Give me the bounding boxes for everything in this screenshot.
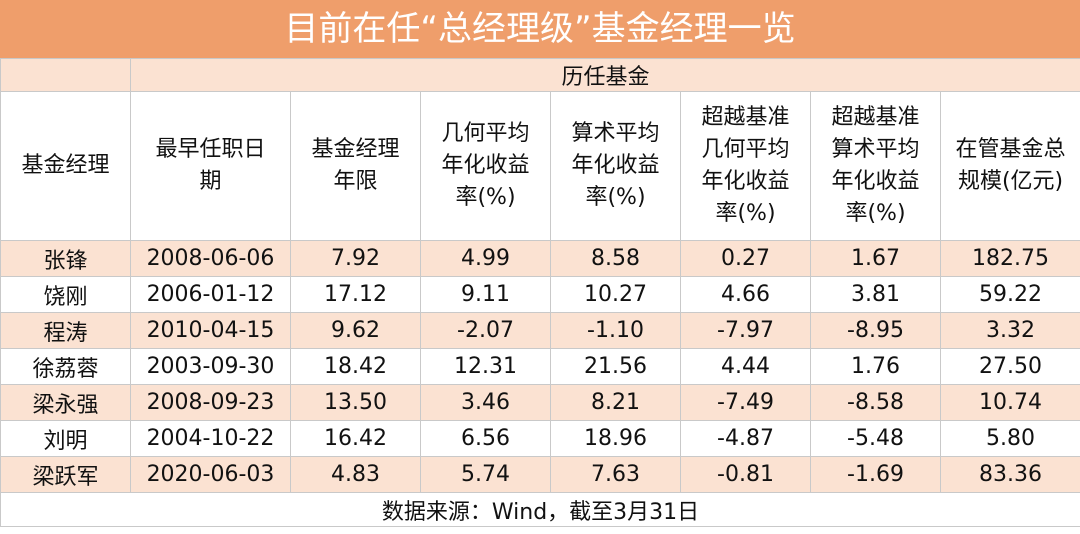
cell: -0.81 bbox=[680, 456, 811, 493]
cell bbox=[0, 58, 131, 92]
cell: 18.96 bbox=[550, 420, 681, 457]
group-row: 历任基金 bbox=[0, 58, 1080, 92]
cell: 83.36 bbox=[939, 456, 1080, 493]
cell: 梁跃军 bbox=[0, 456, 131, 493]
cell: 7.92 bbox=[290, 240, 421, 277]
data-row: 饶刚 2006-01-12 17.12 9.11 10.27 4.66 3.81 59.22 bbox=[0, 276, 1080, 313]
cell: -1.69 bbox=[810, 456, 941, 493]
cell: 18.42 bbox=[290, 348, 421, 385]
cell: 2008-09-23 bbox=[130, 384, 291, 421]
cell: -2.07 bbox=[420, 312, 551, 349]
cell: 刘明 bbox=[0, 420, 131, 457]
cell: 5.74 bbox=[420, 456, 551, 493]
footer-row: 数据来源：Wind，截至3月31日 bbox=[0, 492, 1080, 527]
cell: 6.56 bbox=[420, 420, 551, 457]
cell: -8.58 bbox=[810, 384, 941, 421]
cell: -7.97 bbox=[680, 312, 811, 349]
cell: 9.62 bbox=[290, 312, 421, 349]
cell: 12.31 bbox=[420, 348, 551, 385]
cell: 9.11 bbox=[420, 276, 551, 313]
column-header: 超越基准几何平均年化收益率(%) bbox=[680, 91, 811, 241]
cell: 10.27 bbox=[550, 276, 681, 313]
cell: 10.74 bbox=[939, 384, 1080, 421]
cell: 程涛 bbox=[0, 312, 131, 349]
cell: 4.66 bbox=[680, 276, 811, 313]
footer: 数据来源：Wind，截至3月31日 bbox=[0, 492, 1080, 527]
data-row: 梁永强 2008-09-23 13.50 3.46 8.21 -7.49 -8.58 10.7… bbox=[0, 384, 1080, 421]
cell: 张锋 bbox=[0, 240, 131, 277]
cell: 饶刚 bbox=[0, 276, 131, 313]
cell: 2020-06-03 bbox=[130, 456, 291, 493]
cell: 21.56 bbox=[550, 348, 681, 385]
cell: 徐荔蓉 bbox=[0, 348, 131, 385]
cell: 17.12 bbox=[290, 276, 421, 313]
data-row: 张锋 2008-06-06 7.92 4.99 8.58 0.27 1.67 182.75 bbox=[0, 240, 1080, 277]
cell: -5.48 bbox=[810, 420, 941, 457]
column-header: 基金经理年限 bbox=[290, 91, 421, 241]
cell: -4.87 bbox=[680, 420, 811, 457]
cell: 2006-01-12 bbox=[130, 276, 291, 313]
column-header: 超越基准算术平均年化收益率(%) bbox=[810, 91, 941, 241]
cell: 4.83 bbox=[290, 456, 421, 493]
cell: 59.22 bbox=[939, 276, 1080, 313]
title: 目前在任“总经理级”基金经理一览 bbox=[0, 0, 1080, 58]
column-header: 几何平均年化收益率(%) bbox=[420, 91, 551, 241]
cell: -1.10 bbox=[550, 312, 681, 349]
group-header: 历任基金 bbox=[129, 58, 1080, 92]
cell: 13.50 bbox=[290, 384, 421, 421]
cell: 1.76 bbox=[810, 348, 941, 385]
column-header: 基金经理 bbox=[0, 91, 131, 241]
column-header: 在管基金总规模(亿元) bbox=[939, 91, 1080, 241]
cell: 4.99 bbox=[420, 240, 551, 277]
cell: 8.58 bbox=[550, 240, 681, 277]
cell: 3.81 bbox=[810, 276, 941, 313]
cell: 2003-09-30 bbox=[130, 348, 291, 385]
cell: 2008-06-06 bbox=[130, 240, 291, 277]
cell: 5.80 bbox=[939, 420, 1080, 457]
column-header: 算术平均年化收益率(%) bbox=[550, 91, 681, 241]
cell: 1.67 bbox=[810, 240, 941, 277]
cell: 2010-04-15 bbox=[130, 312, 291, 349]
fund-manager-table: 历任基金 基金经理 最早任职日期 基金经理年限 几何平均年化收益率(%) 算术平均年化收益… bbox=[0, 58, 1080, 527]
cell: 4.44 bbox=[680, 348, 811, 385]
cell: 梁永强 bbox=[0, 384, 131, 421]
cell: 182.75 bbox=[939, 240, 1080, 277]
column-header: 最早任职日期 bbox=[130, 91, 291, 241]
data-row: 徐荔蓉 2003-09-30 18.42 12.31 21.56 4.44 1.76 27.5… bbox=[0, 348, 1080, 385]
cell: 2004-10-22 bbox=[130, 420, 291, 457]
cell: 3.46 bbox=[420, 384, 551, 421]
data-row: 梁跃军 2020-06-03 4.83 5.74 7.63 -0.81 -1.69 83.36 bbox=[0, 456, 1080, 493]
data-row: 刘明 2004-10-22 16.42 6.56 18.96 -4.87 -5.48 5.80 bbox=[0, 420, 1080, 457]
cell: 0.27 bbox=[680, 240, 811, 277]
cell: 27.50 bbox=[939, 348, 1080, 385]
cell: 16.42 bbox=[290, 420, 421, 457]
header-row: 基金经理 最早任职日期 基金经理年限 几何平均年化收益率(%) 算术平均年化收益率(%)… bbox=[0, 91, 1080, 241]
cell: -7.49 bbox=[680, 384, 811, 421]
cell: 3.32 bbox=[939, 312, 1080, 349]
cell: -8.95 bbox=[810, 312, 941, 349]
cell: 7.63 bbox=[550, 456, 681, 493]
cell: 8.21 bbox=[550, 384, 681, 421]
data-row: 程涛 2010-04-15 9.62 -2.07 -1.10 -7.97 -8.95 3.32 bbox=[0, 312, 1080, 349]
